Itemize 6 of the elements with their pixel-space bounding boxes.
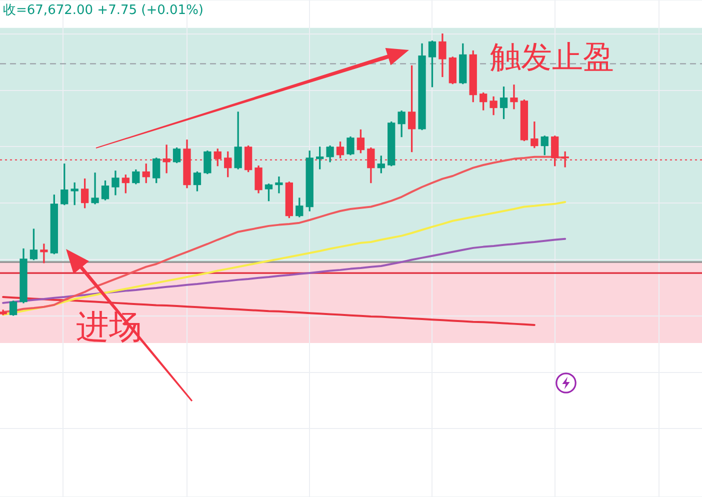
candlestick <box>510 84 518 110</box>
candlestick <box>275 176 283 194</box>
candlestick <box>91 172 99 204</box>
annotation: 触发止盈 <box>490 40 614 76</box>
candlestick <box>40 244 48 264</box>
text: 收=67,672.00 +7.75 (+0.01%) <box>3 2 204 18</box>
